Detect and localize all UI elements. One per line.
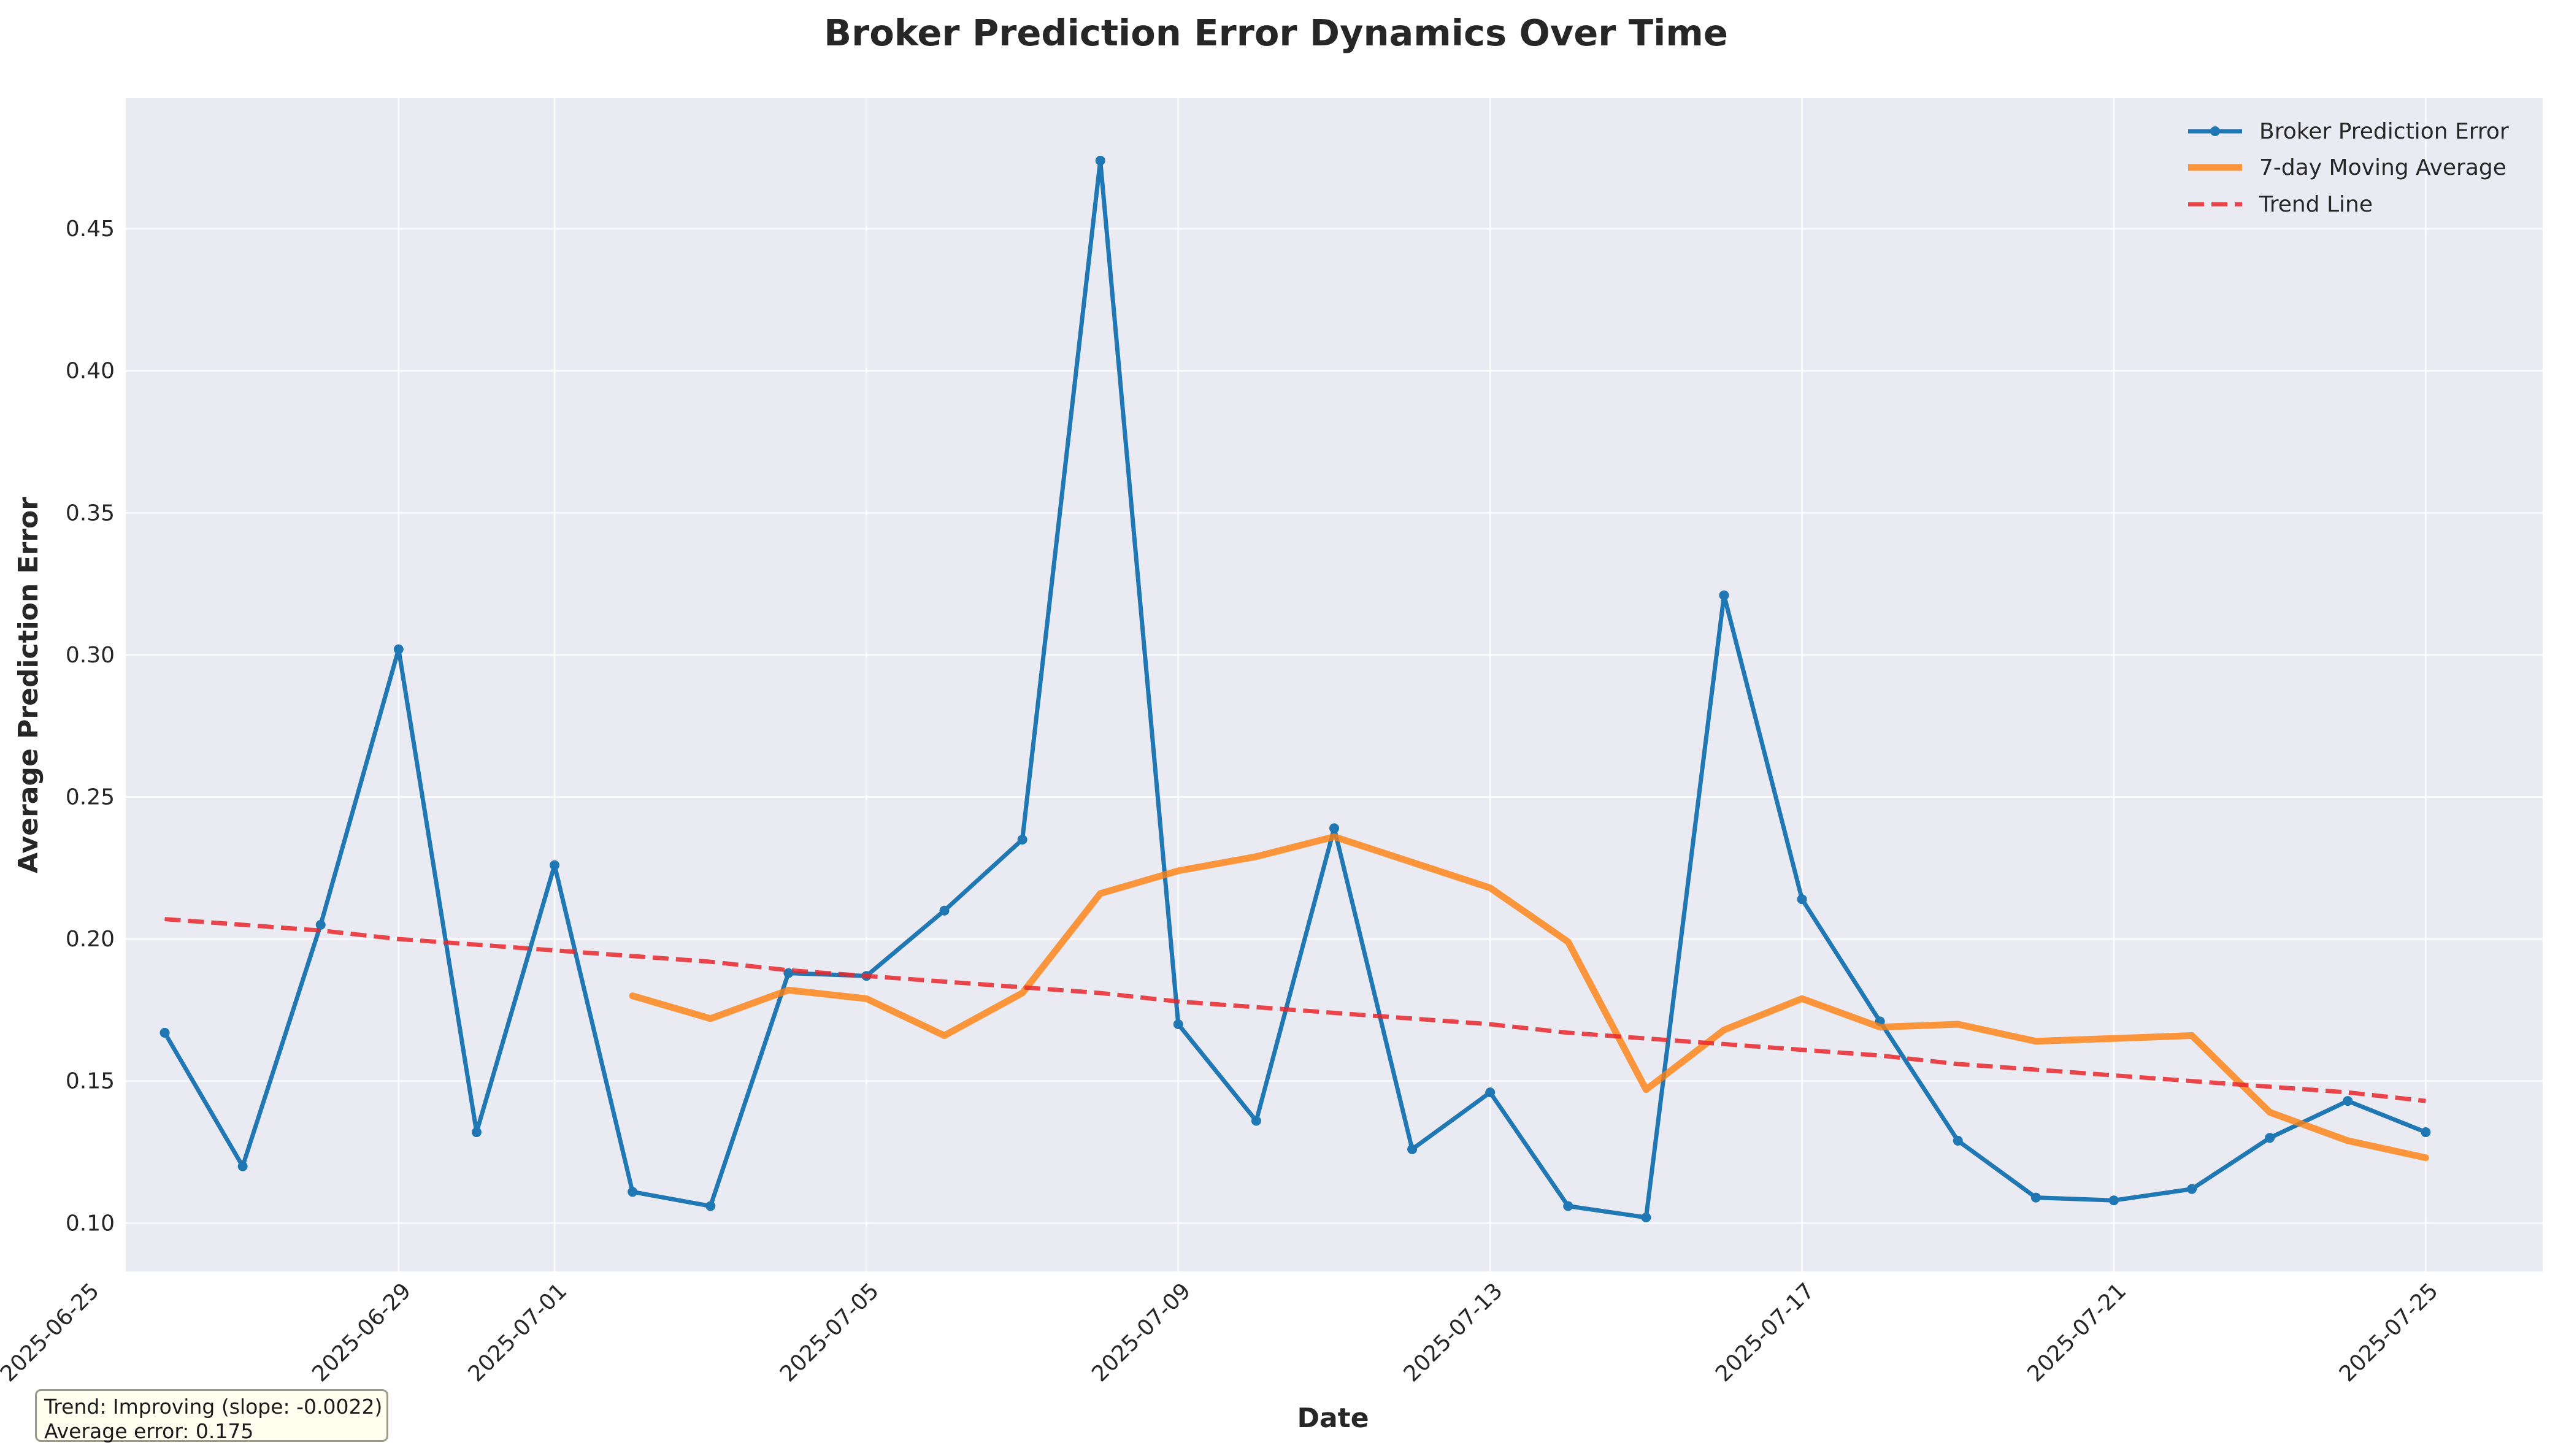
data-point (1017, 834, 1027, 845)
data-point (783, 968, 794, 978)
y-tick-label: 0.40 (66, 359, 115, 384)
data-point (1719, 590, 1729, 600)
data-point (1953, 1135, 1963, 1146)
data-point (1095, 155, 1105, 166)
data-point (1251, 1116, 1261, 1126)
data-point (939, 905, 950, 916)
data-point (1563, 1201, 1573, 1211)
data-point (1485, 1087, 1496, 1098)
average-error-annotation: Average error: 0.175 (44, 1419, 254, 1443)
legend-marker (2210, 126, 2220, 136)
series-line (163, 158, 2428, 1220)
series-line (629, 833, 2429, 1162)
data-point (159, 1027, 170, 1038)
data-point (237, 1161, 248, 1171)
data-point (1407, 1144, 1418, 1154)
data-point (1641, 1212, 1651, 1222)
y-tick-label: 0.45 (66, 216, 115, 242)
data-point (2343, 1096, 2353, 1106)
data-point (393, 644, 404, 654)
trend-annotation-box: Trend: Improving (slope: -0.0022) Averag… (35, 1389, 388, 1443)
trend-annotation-line: Trend: Improving (slope: -0.0022) (44, 1395, 383, 1419)
data-point (2187, 1184, 2197, 1194)
data-point (2421, 1127, 2431, 1138)
legend-label: Trend Line (2259, 192, 2373, 217)
legend-label: 7-day Moving Average (2259, 155, 2506, 180)
data-point (2265, 1133, 2275, 1143)
data-point (1797, 894, 1807, 905)
y-tick-label: 0.20 (66, 927, 115, 952)
series-layer (159, 155, 2431, 1222)
y-tick-label: 0.15 (66, 1069, 115, 1094)
data-point (2030, 1192, 2041, 1203)
chart-title: Broker Prediction Error Dynamics Over Ti… (824, 12, 1728, 54)
data-point (471, 1127, 482, 1138)
y-axis-label: Average Prediction Error (13, 497, 44, 873)
data-point (1329, 823, 1339, 833)
y-tick-label: 0.10 (66, 1211, 115, 1236)
data-point (705, 1201, 716, 1211)
data-point (315, 919, 326, 930)
data-point (628, 1187, 638, 1197)
x-axis-label: Date (1297, 1403, 1369, 1434)
series-line (164, 917, 2426, 1103)
gridlines (85, 98, 2543, 1271)
y-tick-label: 0.30 (66, 643, 115, 668)
data-point (1173, 1019, 1183, 1030)
data-point (550, 860, 560, 870)
data-point (2108, 1195, 2119, 1206)
legend: Broker Prediction Error 7-day Moving Aver… (2188, 119, 2509, 217)
y-tick-label: 0.25 (66, 784, 115, 810)
legend-label: Broker Prediction Error (2259, 119, 2509, 144)
y-tick-label: 0.35 (66, 500, 115, 526)
